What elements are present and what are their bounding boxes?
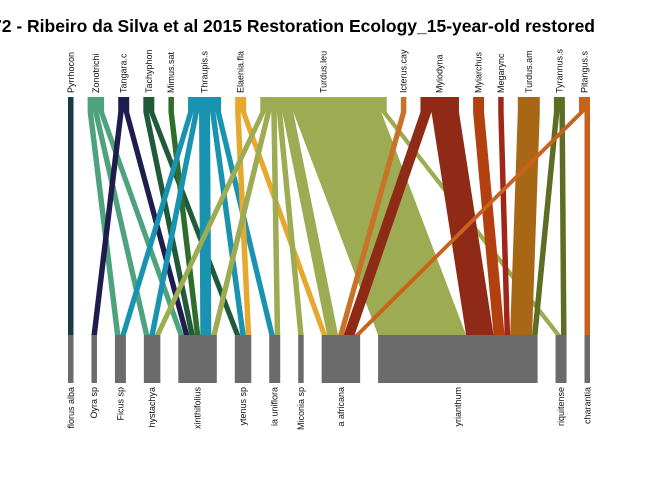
animal-bar-a8 <box>260 97 387 112</box>
plant-bar-p12 <box>584 335 590 383</box>
plant-label-p12: charantia <box>582 387 592 424</box>
animal-bars-layer <box>68 97 590 112</box>
plant-label-p9: a africana <box>336 387 346 427</box>
plant-bar-p11 <box>555 335 567 383</box>
plant-label-p3: Ficus sp <box>115 387 125 421</box>
link-a9-p9 <box>338 112 407 335</box>
plant-label-p6: ytenus sp <box>238 387 248 426</box>
animal-labels-layer: Pyrrhocon Zonotrichi Tangara.c Tachyphon Mim… <box>66 48 590 93</box>
animal-label-a1: Pyrrhocon <box>66 52 76 93</box>
link-a8-p9 <box>282 112 339 335</box>
animal-label-a15: Pitangus.s <box>580 50 590 93</box>
plant-bar-p5 <box>178 335 217 383</box>
link-a8-p4 <box>154 112 266 335</box>
animal-label-a7: Elaenia.fla <box>236 51 246 93</box>
plant-bar-p3 <box>114 335 126 383</box>
link-a15-p12 <box>584 112 590 335</box>
animal-label-a13: Turdus.am <box>524 50 534 93</box>
plant-label-p7: ia uniflora <box>270 387 280 426</box>
link-a15-p9 <box>354 112 585 335</box>
link-a6-p3 <box>120 112 194 335</box>
plant-bar-p2 <box>91 335 97 383</box>
link-a14-p11 <box>559 112 567 335</box>
animal-label-a3: Tangara.c <box>119 53 129 93</box>
link-a12-p10 <box>498 112 511 335</box>
animal-bar-a10 <box>420 97 459 112</box>
link-a6-p4 <box>149 112 200 335</box>
plant-bars-layer <box>68 335 590 383</box>
link-a2-p3 <box>87 112 121 335</box>
animal-bar-a6 <box>188 97 222 112</box>
link-a8-p8 <box>276 112 304 335</box>
plant-bar-p4 <box>143 335 161 383</box>
plant-label-p10: yrianthum <box>453 387 463 427</box>
animal-bar-a13 <box>517 97 540 112</box>
link-a8-p7 <box>271 112 281 335</box>
animal-label-a8: Turdus.leu <box>319 51 329 93</box>
animal-label-a10: Myiodyna <box>435 54 445 93</box>
link-a10-p9 <box>343 112 432 335</box>
plant-bar-p1 <box>68 335 74 383</box>
animal-label-a12: Megarync <box>496 53 506 93</box>
animal-bar-a12 <box>498 97 504 112</box>
animal-bar-a14 <box>553 97 565 112</box>
link-a2-p4 <box>93 112 150 335</box>
plant-label-p11: riquitense <box>556 387 566 426</box>
chart-title: 72 - Ribeiro da Silva et al 2015 Restora… <box>0 16 595 36</box>
plant-bar-p8 <box>298 335 304 383</box>
link-a7-p9 <box>240 112 328 335</box>
plant-bar-p7 <box>269 335 281 383</box>
plant-label-p5: xinthifolius <box>193 387 203 430</box>
animal-bar-a11 <box>473 97 485 112</box>
link-a6-p5 <box>199 112 212 335</box>
link-a11-p10 <box>473 112 505 335</box>
animal-label-a6: Thraupis.s <box>200 50 210 93</box>
link-a8-p5 <box>211 112 272 335</box>
links-layer <box>68 112 590 335</box>
animal-label-a2: Zonotrichi <box>91 53 101 93</box>
plant-label-p8: Miconia sp <box>296 387 306 430</box>
link-a14-p10 <box>532 112 560 335</box>
plant-label-p2: Oyra sp <box>89 387 99 419</box>
animal-bar-a3 <box>118 97 130 112</box>
plant-bar-p9 <box>321 335 361 383</box>
animal-bar-a1 <box>68 97 74 112</box>
plant-label-p4: hystachya <box>147 387 157 428</box>
plant-bar-p10 <box>378 335 538 383</box>
animal-label-a14: Tyrannus.s <box>554 48 564 93</box>
animal-bar-a15 <box>579 97 590 112</box>
animal-bar-a5 <box>168 97 174 112</box>
plant-bar-p6 <box>234 335 252 383</box>
animal-label-a5: Mimus.sat <box>166 51 176 93</box>
link-a6-p6 <box>210 112 246 335</box>
animal-label-a9: Icterus.cay <box>399 49 409 93</box>
link-a1-p1 <box>68 112 74 335</box>
link-a13-p10 <box>510 112 540 335</box>
link-a10-p10 <box>431 112 494 335</box>
animal-bar-a7 <box>235 97 247 112</box>
plant-label-p1: florus alba <box>66 387 76 429</box>
animal-bar-a9 <box>400 97 407 112</box>
animal-label-a4: Tachyphon <box>144 49 154 93</box>
animal-bar-a2 <box>87 97 105 112</box>
animal-label-a11: Myiarchus <box>474 51 484 93</box>
link-a3-p2 <box>91 112 124 335</box>
plant-labels-layer: florus alba Oyra sp Ficus sp hystachya xinth… <box>66 387 593 431</box>
link-a8-p10 <box>293 112 467 335</box>
animal-bar-a4 <box>143 97 155 112</box>
